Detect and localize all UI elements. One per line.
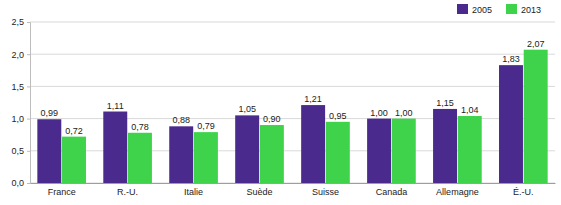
data-label: 1,21 bbox=[304, 94, 322, 104]
bar bbox=[169, 126, 193, 183]
data-label: 1,83 bbox=[502, 54, 520, 64]
bar bbox=[367, 119, 391, 183]
bar bbox=[37, 119, 61, 183]
x-axis-line bbox=[31, 183, 556, 184]
x-tick: Italie bbox=[184, 183, 203, 197]
x-tick-label: Italie bbox=[184, 187, 203, 197]
x-tick: Suisse bbox=[312, 183, 339, 197]
x-axis: France R.-U. Italie Suède Suisse Canada Allema… bbox=[31, 183, 556, 197]
bar bbox=[235, 115, 259, 183]
x-tick: France bbox=[48, 183, 76, 197]
legend-label: 2013 bbox=[521, 5, 541, 15]
data-label: 0,88 bbox=[172, 115, 190, 125]
bar bbox=[458, 116, 482, 183]
grid-line bbox=[30, 54, 555, 55]
y-tick-label: 1,5 bbox=[11, 82, 24, 92]
data-label: 1,05 bbox=[238, 104, 256, 114]
bar bbox=[301, 105, 325, 183]
data-label: 1,11 bbox=[107, 101, 124, 111]
y-tick-label: 0,5 bbox=[11, 146, 24, 156]
x-tick: Canada bbox=[376, 183, 408, 197]
data-label: 0,72 bbox=[65, 126, 83, 136]
data-label: 0,78 bbox=[131, 122, 149, 132]
bar-series bbox=[62, 50, 548, 183]
y-tick-mark bbox=[27, 22, 30, 23]
y-axis-line bbox=[27, 23, 31, 184]
y-tick-label: 2,5 bbox=[11, 17, 24, 27]
x-tick: R.-U. bbox=[117, 183, 138, 197]
bar bbox=[524, 50, 548, 183]
x-tick: É.-U. bbox=[513, 183, 534, 197]
bars bbox=[37, 50, 547, 183]
x-tick-label: Canada bbox=[376, 187, 408, 197]
y-tick-mark bbox=[27, 119, 30, 120]
data-label: 0,95 bbox=[329, 111, 347, 121]
grid-line bbox=[30, 86, 555, 87]
bar-series bbox=[37, 65, 523, 183]
x-tick-label: France bbox=[48, 187, 76, 197]
x-tick-label: R.-U. bbox=[117, 187, 138, 197]
bar bbox=[194, 132, 218, 183]
bar bbox=[128, 133, 152, 183]
bar bbox=[499, 65, 523, 183]
x-tick-label: Allemagne bbox=[436, 187, 479, 197]
bar bbox=[260, 125, 284, 183]
y-tick-label: 0,0 bbox=[11, 178, 24, 188]
x-tick-label: Suisse bbox=[312, 187, 339, 197]
legend-item: 2013 bbox=[506, 4, 541, 15]
data-label: 2,07 bbox=[527, 39, 545, 49]
x-tick-label: É.-U. bbox=[513, 187, 534, 197]
y-axis: 0,0 0,5 1,0 1,5 2,0 2,5 bbox=[11, 17, 30, 188]
chart-container: 0,0 0,5 1,0 1,5 2,0 2,5 France R.-U. Italie Suède… bbox=[0, 0, 561, 205]
y-tick: 2,5 bbox=[11, 17, 30, 27]
y-tick: 1,0 bbox=[11, 114, 30, 124]
data-label: 0,90 bbox=[263, 114, 281, 124]
y-tick-mark bbox=[27, 54, 30, 55]
data-label: 1,04 bbox=[461, 105, 479, 115]
bar bbox=[62, 137, 86, 183]
y-tick-label: 2,0 bbox=[11, 50, 24, 60]
chart-svg: 0,0 0,5 1,0 1,5 2,0 2,5 France R.-U. Italie Suède… bbox=[0, 0, 561, 205]
x-tick: Suède bbox=[247, 183, 273, 197]
data-label: 0,79 bbox=[197, 121, 215, 131]
grid-line bbox=[30, 22, 555, 23]
data-label: 0,99 bbox=[41, 108, 59, 118]
y-tick-label: 1,0 bbox=[11, 114, 24, 124]
grid bbox=[30, 22, 555, 183]
bar bbox=[433, 109, 457, 183]
legend-item: 2005 bbox=[457, 4, 492, 15]
y-tick-mark bbox=[27, 86, 30, 87]
x-tick: Allemagne bbox=[436, 183, 479, 197]
bar bbox=[326, 122, 350, 183]
legend-swatch bbox=[457, 4, 468, 14]
bar bbox=[103, 112, 127, 183]
legend: 2005 2013 bbox=[457, 4, 541, 15]
data-label: 1,00 bbox=[370, 108, 388, 118]
legend-label: 2005 bbox=[472, 5, 492, 15]
y-tick: 2,0 bbox=[11, 50, 30, 60]
y-tick-mark bbox=[27, 183, 30, 184]
y-tick: 0,0 bbox=[11, 178, 30, 188]
data-label: 1,00 bbox=[395, 108, 413, 118]
legend-swatch bbox=[506, 4, 517, 14]
data-label: 1,15 bbox=[436, 98, 454, 108]
x-tick-label: Suède bbox=[247, 187, 273, 197]
data-labels: 0,99 1,11 0,88 1,05 1,21 1,00 1,15 1,83 0,72 0,78… bbox=[41, 39, 545, 136]
y-tick: 1,5 bbox=[11, 82, 30, 92]
y-tick-mark bbox=[27, 151, 30, 152]
y-tick: 0,5 bbox=[11, 146, 30, 156]
bar bbox=[392, 119, 416, 183]
